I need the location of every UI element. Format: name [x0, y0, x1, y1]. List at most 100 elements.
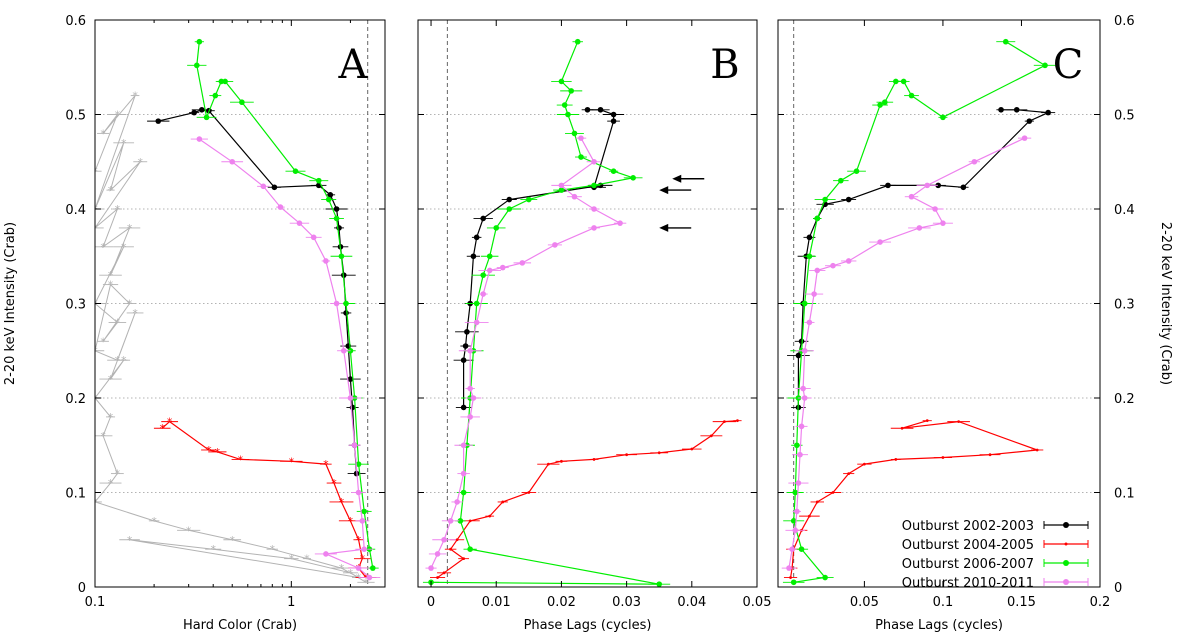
data-point — [359, 518, 366, 524]
data-point — [486, 253, 493, 260]
data-point — [831, 491, 835, 494]
data-point — [343, 300, 349, 307]
data-point: * — [186, 524, 192, 537]
data-point: * — [331, 477, 337, 490]
data-point — [591, 158, 597, 165]
y-tick-label: 0.4 — [65, 203, 86, 218]
data-point — [480, 291, 486, 297]
data-point — [229, 158, 236, 165]
data-point: * — [100, 241, 106, 254]
panel-a: ****************************************… — [92, 38, 381, 587]
data-point — [191, 109, 197, 116]
data-point — [323, 551, 329, 557]
data-point — [800, 385, 806, 392]
y-tick-label: 0.5 — [1114, 109, 1135, 124]
data-point: * — [159, 422, 165, 435]
data-point — [296, 220, 303, 226]
data-point — [561, 102, 568, 108]
data-point — [460, 404, 467, 411]
data-point — [271, 184, 278, 191]
data-point — [155, 118, 162, 124]
data-point — [574, 38, 581, 45]
legend-entry: Outburst 2002-2003 — [902, 519, 1089, 534]
arrow-annotation — [659, 223, 692, 232]
data-point: * — [127, 222, 133, 235]
data-point — [325, 196, 332, 203]
data-point: * — [108, 279, 114, 292]
x-tick-label: 0.1 — [85, 595, 106, 610]
data-point: * — [121, 354, 127, 367]
data-point — [196, 136, 203, 142]
data-point: * — [304, 553, 310, 566]
legend-entry: Outburst 2006-2007 — [902, 557, 1089, 572]
data-point — [1042, 62, 1048, 69]
y-tick-label: 0 — [1114, 581, 1122, 596]
data-point: * — [363, 572, 369, 585]
data-point — [571, 193, 578, 200]
data-point — [853, 168, 860, 174]
data-point — [239, 99, 245, 106]
x-tick-label: 0.03 — [612, 595, 641, 610]
data-point — [462, 343, 469, 349]
data-point — [526, 196, 532, 203]
data-point — [327, 192, 334, 198]
data-point — [460, 357, 467, 364]
data-point — [361, 546, 367, 552]
data-point: * — [229, 534, 235, 547]
data-point: * — [132, 307, 138, 320]
data-point: * — [348, 515, 354, 528]
series-1-2 — [422, 38, 671, 587]
data-point — [822, 196, 828, 203]
data-point — [862, 462, 866, 466]
series-2-3 — [781, 135, 1032, 571]
data-point — [464, 329, 470, 335]
data-point — [790, 518, 797, 524]
legend-entry: Outburst 2010-2011 — [902, 576, 1089, 591]
data-point: * — [92, 165, 98, 178]
data-point — [723, 420, 726, 424]
series-line — [95, 95, 367, 583]
data-point — [792, 489, 799, 496]
data-point — [519, 260, 526, 266]
data-point — [343, 310, 349, 316]
data-point — [361, 508, 367, 515]
data-point — [460, 470, 467, 477]
data-point — [617, 220, 623, 226]
data-point: * — [132, 90, 138, 103]
data-point — [355, 489, 362, 496]
series-1-1 — [430, 419, 742, 579]
x-tick-label: 0.05 — [850, 595, 879, 610]
data-point — [501, 500, 505, 504]
data-point — [1021, 135, 1028, 141]
y-tick-label: 0.3 — [65, 298, 86, 313]
data-point — [578, 154, 584, 160]
data-point — [333, 300, 340, 307]
data-point — [470, 253, 477, 260]
data-point — [630, 175, 636, 181]
series-0-4 — [190, 136, 381, 581]
legend: Outburst 2002-2003 Outburst 2004-2005 Outb… — [902, 519, 1089, 591]
data-point — [790, 579, 797, 586]
data-point: * — [289, 553, 295, 566]
data-point: * — [339, 496, 345, 509]
data-point — [467, 546, 473, 552]
data-point — [908, 193, 915, 200]
data-point — [340, 347, 347, 354]
y-tick-label: 0.3 — [1114, 298, 1135, 313]
data-point — [460, 442, 467, 449]
data-point — [347, 376, 354, 382]
data-point — [786, 565, 792, 571]
series-line — [790, 420, 1038, 578]
data-point — [333, 206, 340, 212]
data-point: * — [360, 553, 366, 566]
data-point — [1002, 38, 1009, 45]
data-point: * — [121, 137, 127, 150]
data-point — [877, 239, 883, 245]
y-tick-label: 0.2 — [1114, 392, 1135, 407]
data-point — [801, 395, 808, 401]
data-point: * — [127, 534, 133, 547]
data-point — [558, 187, 565, 193]
data-point — [591, 225, 597, 231]
data-point — [571, 130, 578, 137]
data-point — [801, 347, 808, 354]
